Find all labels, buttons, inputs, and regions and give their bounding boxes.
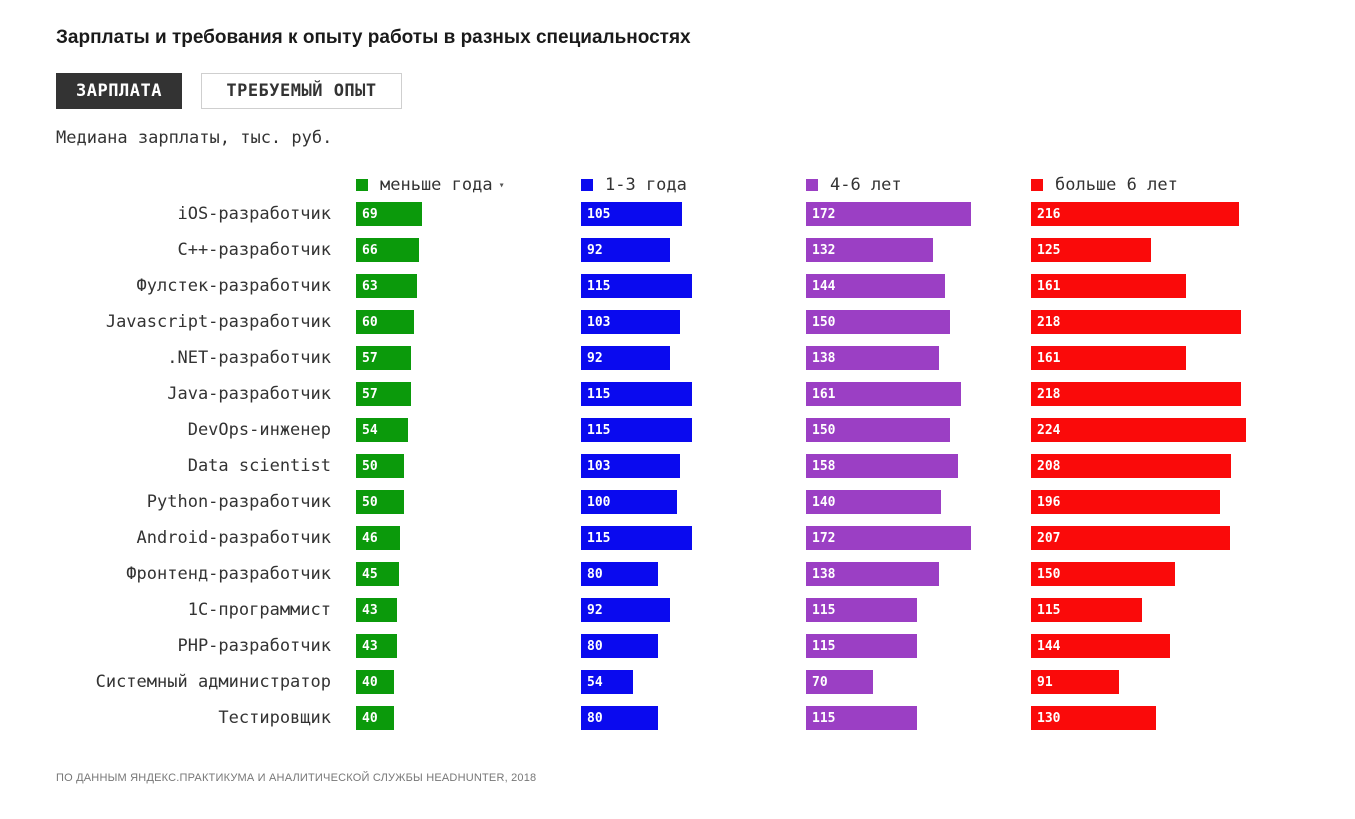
category-label: Тестировщик (218, 708, 331, 728)
category-label: Android-разработчик (136, 528, 331, 548)
bar-1-0: 105 (581, 202, 682, 226)
category-label: Javascript-разработчик (105, 312, 331, 332)
bar-0-1: 66 (356, 238, 419, 262)
category-label: DevOps-инженер (187, 420, 331, 440)
bar-0-14: 40 (356, 706, 394, 730)
category-label: PHP-разработчик (177, 636, 331, 656)
bar-0-11: 43 (356, 598, 397, 622)
legend-item-2: 4-6 лет (806, 174, 902, 196)
category-label: iOS-разработчик (177, 204, 331, 224)
bar-2-11: 115 (806, 598, 917, 622)
bar-3-9: 207 (1031, 526, 1230, 550)
bar-0-3: 60 (356, 310, 414, 334)
bar-2-8: 140 (806, 490, 941, 514)
category-label: Фронтенд-разработчик (126, 564, 331, 584)
bar-3-4: 161 (1031, 346, 1186, 370)
bar-2-13: 70 (806, 670, 873, 694)
category-label: Python-разработчик (146, 492, 331, 512)
bar-3-10: 150 (1031, 562, 1175, 586)
bar-3-3: 218 (1031, 310, 1241, 334)
bar-3-0: 216 (1031, 202, 1239, 226)
bar-1-8: 100 (581, 490, 677, 514)
legend-swatch (356, 179, 368, 191)
category-label: Системный администратор (95, 672, 331, 692)
bar-0-6: 54 (356, 418, 408, 442)
bar-3-6: 224 (1031, 418, 1246, 442)
legend-label: 1-3 года (605, 175, 687, 195)
bar-3-14: 130 (1031, 706, 1156, 730)
legend-swatch (1031, 179, 1043, 191)
category-label: Java-разработчик (167, 384, 331, 404)
bar-0-12: 43 (356, 634, 397, 658)
bar-1-11: 92 (581, 598, 670, 622)
bar-0-13: 40 (356, 670, 394, 694)
legend-swatch (581, 179, 593, 191)
chart-subtitle: Медиана зарплаты, тыс. руб. (56, 128, 333, 148)
bar-0-9: 46 (356, 526, 400, 550)
sort-caret-icon[interactable]: ▾ (498, 179, 505, 191)
legend-item-0[interactable]: меньше года ▾ (356, 174, 505, 196)
bar-2-9: 172 (806, 526, 971, 550)
bar-1-6: 115 (581, 418, 692, 442)
source-note: ПО ДАННЫМ ЯНДЕКС.ПРАКТИКУМА И АНАЛИТИЧЕС… (56, 772, 537, 784)
bar-2-4: 138 (806, 346, 939, 370)
bar-2-3: 150 (806, 310, 950, 334)
bar-2-6: 150 (806, 418, 950, 442)
bar-2-12: 115 (806, 634, 917, 658)
bar-2-5: 161 (806, 382, 961, 406)
category-label: Data scientist (187, 456, 331, 476)
bar-2-7: 158 (806, 454, 958, 478)
bar-1-12: 80 (581, 634, 658, 658)
category-label: Фулстек-разработчик (136, 276, 331, 296)
legend-item-3: больше 6 лет (1031, 174, 1178, 196)
legend-label: меньше года (380, 175, 493, 195)
bar-0-0: 69 (356, 202, 422, 226)
bar-3-1: 125 (1031, 238, 1151, 262)
bar-1-2: 115 (581, 274, 692, 298)
bar-3-8: 196 (1031, 490, 1220, 514)
bar-1-13: 54 (581, 670, 633, 694)
bar-0-2: 63 (356, 274, 417, 298)
bar-1-10: 80 (581, 562, 658, 586)
bar-1-4: 92 (581, 346, 670, 370)
bar-1-5: 115 (581, 382, 692, 406)
bar-1-3: 103 (581, 310, 680, 334)
bar-3-11: 115 (1031, 598, 1142, 622)
bar-3-2: 161 (1031, 274, 1186, 298)
legend-swatch (806, 179, 818, 191)
bar-1-14: 80 (581, 706, 658, 730)
category-label: 1С-программист (187, 600, 331, 620)
bar-1-1: 92 (581, 238, 670, 262)
bar-3-7: 208 (1031, 454, 1231, 478)
legend-item-1: 1-3 года (581, 174, 687, 196)
bar-1-9: 115 (581, 526, 692, 550)
chart-title: Зарплаты и требования к опыту работы в р… (56, 27, 691, 48)
category-label: .NET-разработчик (167, 348, 331, 368)
bar-0-5: 57 (356, 382, 411, 406)
bar-1-7: 103 (581, 454, 680, 478)
bar-2-2: 144 (806, 274, 945, 298)
bar-2-14: 115 (806, 706, 917, 730)
bar-2-1: 132 (806, 238, 933, 262)
bar-3-13: 91 (1031, 670, 1119, 694)
legend-label: 4-6 лет (830, 175, 902, 195)
bar-2-0: 172 (806, 202, 971, 226)
bar-0-4: 57 (356, 346, 411, 370)
tab-salary[interactable]: ЗАРПЛАТА (56, 73, 182, 109)
tab-required-experience[interactable]: ТРЕБУЕМЫЙ ОПЫТ (201, 73, 402, 109)
bar-0-7: 50 (356, 454, 404, 478)
bar-0-8: 50 (356, 490, 404, 514)
bar-3-5: 218 (1031, 382, 1241, 406)
category-label: C++-разработчик (177, 240, 331, 260)
bar-2-10: 138 (806, 562, 939, 586)
bar-3-12: 144 (1031, 634, 1170, 658)
legend-label: больше 6 лет (1055, 175, 1178, 195)
bar-0-10: 45 (356, 562, 399, 586)
